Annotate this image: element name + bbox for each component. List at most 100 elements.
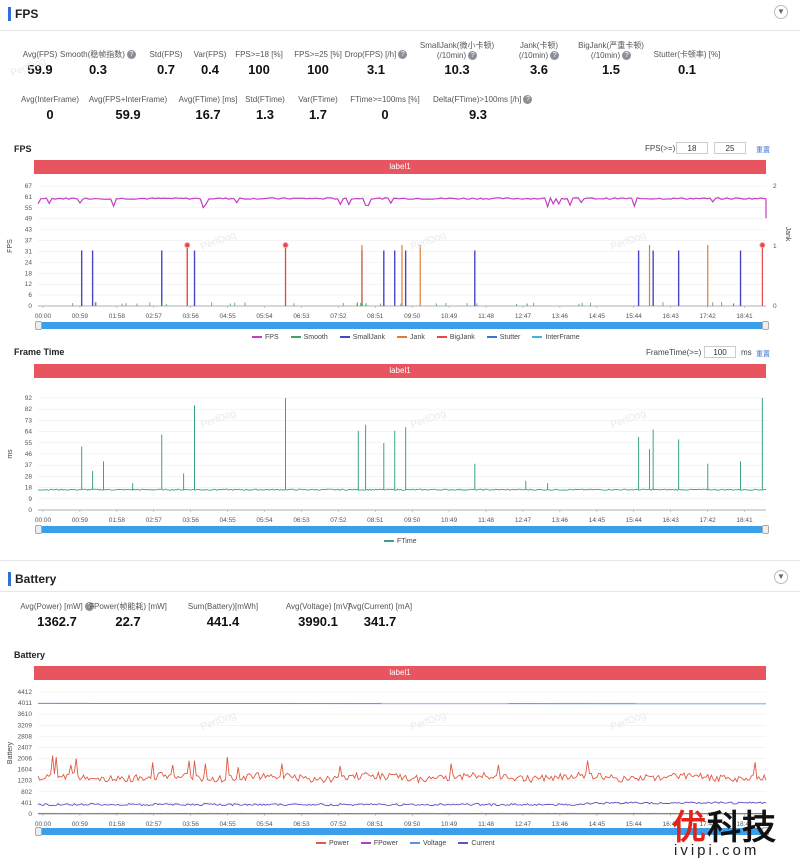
fps-reset-link[interactable]: 重置: [756, 147, 770, 154]
metric-card: FPS>=18 [%] 100: [214, 41, 304, 77]
metric-label: Smooth(稳帧指数)?: [53, 50, 143, 60]
fps-chart-title: FPS: [14, 144, 32, 154]
ftime-zoom-handle-left[interactable]: [35, 525, 42, 534]
metric-label: Jank(卡顿): [519, 41, 559, 50]
y-axis-title: ms: [7, 449, 14, 459]
metric-value: 0: [46, 107, 54, 122]
battery-zoom-slider[interactable]: [35, 827, 769, 836]
help-icon[interactable]: ?: [550, 51, 560, 61]
legend-item[interactable]: Smooth: [290, 334, 328, 341]
collapse-chevron-icon[interactable]: ▼: [774, 5, 788, 19]
legend-item[interactable]: FPower: [360, 840, 398, 847]
x-tick-label: 18:41: [736, 517, 753, 524]
legend-item[interactable]: Stutter: [486, 334, 521, 341]
metric-label-sub: (/10min)?: [566, 51, 656, 61]
y-tick-label: 6: [28, 292, 32, 299]
metric-value: 3.6: [529, 62, 549, 78]
fps-zoom-slider[interactable]: [35, 321, 769, 330]
x-tick-label: 03:56: [183, 313, 200, 320]
battery-zoom-handle-right[interactable]: [762, 827, 769, 836]
legend-item[interactable]: InterFrame: [532, 334, 580, 341]
metric-label: FTime>=100ms [%]: [350, 95, 420, 104]
metric-value: 0.1: [677, 62, 697, 77]
y-tick-label: 2808: [18, 733, 33, 740]
metric-card: Sum(Battery)[mWh] 441.4: [178, 593, 268, 629]
ftime-threshold-input[interactable]: [704, 346, 736, 358]
collapse-chevron-icon[interactable]: ▼: [774, 570, 788, 584]
y-axis-title: Battery: [7, 741, 14, 764]
y-tick-label: 67: [25, 183, 33, 190]
metric-card: Std(FPS) 0.7: [121, 41, 211, 77]
legend-label: BigJank: [449, 334, 475, 341]
metric-label: Delta(FTime)>100ms [/h]?: [433, 95, 533, 105]
y-tick-label: 401: [21, 800, 32, 807]
y-tick-label: 802: [21, 789, 32, 796]
metric-card: Smooth(稳帧指数)? 0.3: [53, 41, 143, 77]
battery-zoom-handle-left[interactable]: [35, 827, 42, 836]
metric-label: Sum(Battery)[mWh]: [187, 602, 259, 611]
legend-label: Smooth: [303, 334, 328, 341]
fps-zoom-handle-left[interactable]: [35, 321, 42, 330]
metric-card: FTime>=100ms [%] 0: [340, 86, 430, 122]
ftime-zoom-handle-right[interactable]: [762, 525, 769, 534]
fps-chart-svg: 67 61 55 49 43 37 31 24 18 12 6 0 FPS 2 1 0 Jank 00:00 00:…: [7, 183, 791, 320]
metric-label: Avg(FPS): [22, 50, 58, 59]
legend-item[interactable]: Power: [316, 840, 349, 847]
legend-label: FTime: [397, 538, 417, 545]
help-icon[interactable]: ?: [126, 50, 136, 60]
y2-tick-label: 1: [773, 243, 777, 250]
metric-card: Avg(FPS+InterFrame) 59.9: [83, 86, 173, 122]
y-tick-label: 49: [25, 216, 33, 223]
x-tick-label: 07:52: [330, 313, 347, 320]
fps-legend: FPS Smooth SmallJank Jank BigJank Stutter Inte…: [252, 334, 592, 341]
metric-value: 0: [381, 107, 389, 122]
logo-domain: ivipi.com: [674, 842, 760, 859]
x-tick-label: 08:51: [367, 517, 384, 524]
legend-item[interactable]: SmallJank: [339, 334, 385, 341]
legend-item[interactable]: BigJank: [436, 334, 475, 341]
fps-zoom-handle-right[interactable]: [762, 321, 769, 330]
metric-label: Avg(Power) [mW]?: [12, 602, 102, 612]
y-tick-label: 18: [25, 270, 33, 277]
metric-label: Std(FTime): [245, 95, 285, 104]
y-tick-label: 0: [28, 303, 32, 310]
ftime-reset-link[interactable]: 重置: [756, 351, 770, 358]
x-tick-label: 07:52: [330, 517, 347, 524]
help-icon[interactable]: ?: [622, 51, 632, 61]
legend-label: Power: [329, 840, 349, 847]
legend-item[interactable]: FPS: [252, 334, 279, 341]
metric-value: 1.7: [308, 107, 328, 122]
help-icon[interactable]: ?: [523, 95, 533, 105]
legend-item[interactable]: Jank: [397, 334, 425, 341]
logo-text: 优科技: [672, 800, 777, 849]
x-tick-label: 02:57: [146, 313, 163, 320]
metric-value: 0.7: [156, 62, 176, 77]
x-tick-label: 17:42: [699, 313, 716, 320]
metric-value: 1.5: [601, 62, 621, 78]
help-icon[interactable]: ?: [84, 602, 94, 612]
legend-item[interactable]: FTime: [384, 538, 417, 545]
section-accent-bar: [8, 7, 11, 21]
help-icon[interactable]: ?: [468, 51, 478, 61]
x-tick-label: 03:56: [183, 517, 200, 524]
help-icon[interactable]: ?: [398, 50, 408, 60]
metric-value: 59.9: [27, 62, 53, 77]
legend-swatch: [397, 336, 408, 339]
battery-legend: Power FPower Voltage Current: [316, 840, 507, 847]
x-tick-label: 09:50: [404, 517, 421, 524]
x-tick-label: 02:57: [146, 821, 163, 828]
x-tick-label: 10:49: [441, 313, 458, 320]
fps-label-banner: label1: [34, 160, 766, 174]
x-tick-label: 04:55: [219, 821, 236, 828]
metric-card: Avg(Power) [mW]? 1362.7: [12, 593, 102, 629]
legend-label: Stutter: [499, 334, 521, 341]
legend-item[interactable]: Current: [458, 840, 495, 847]
legend-item[interactable]: Voltage: [409, 840, 446, 847]
fps-threshold-input-1[interactable]: [676, 142, 708, 154]
metric-value: 22.7: [115, 614, 141, 629]
x-tick-label: 00:00: [35, 821, 52, 828]
fps-threshold-input-2[interactable]: [714, 142, 746, 154]
metric-label-sub: (/10min)?: [494, 51, 584, 61]
ftime-zoom-slider[interactable]: [35, 525, 769, 534]
metric-label: Avg(Voltage) [mV]: [285, 602, 351, 611]
